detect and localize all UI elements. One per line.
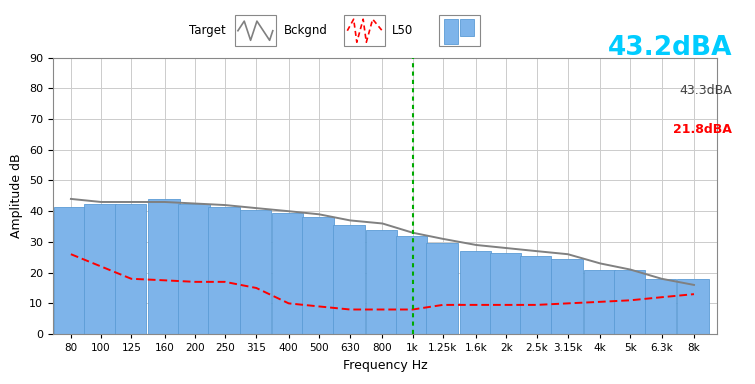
Bar <box>614 270 646 334</box>
Bar <box>460 251 491 334</box>
Bar <box>444 19 458 44</box>
Bar <box>551 259 583 334</box>
Bar <box>366 230 397 334</box>
Bar <box>115 204 146 334</box>
Bar <box>272 213 304 334</box>
Text: 21.8dBA: 21.8dBA <box>673 123 732 136</box>
Bar <box>520 256 551 334</box>
FancyBboxPatch shape <box>235 15 276 46</box>
Text: Target: Target <box>189 24 226 37</box>
Bar <box>85 204 116 334</box>
FancyBboxPatch shape <box>344 15 385 46</box>
Bar <box>239 210 271 334</box>
FancyBboxPatch shape <box>439 15 480 46</box>
Bar <box>334 225 365 334</box>
Bar <box>148 199 180 334</box>
Bar <box>490 253 521 334</box>
X-axis label: Frequency Hz: Frequency Hz <box>343 359 427 372</box>
Bar <box>396 236 427 334</box>
Bar <box>426 243 458 334</box>
Text: 43.3dBA: 43.3dBA <box>680 84 732 98</box>
Text: L50: L50 <box>392 24 413 37</box>
Bar <box>208 207 240 334</box>
Y-axis label: Amplitude dB: Amplitude dB <box>11 154 23 238</box>
Bar <box>584 270 615 334</box>
Bar <box>645 279 676 334</box>
Bar <box>302 217 334 334</box>
Bar <box>460 19 474 36</box>
Text: Bckgnd: Bckgnd <box>284 24 328 37</box>
Bar <box>178 204 210 334</box>
Bar <box>54 207 86 334</box>
Text: 43.2dBA: 43.2dBA <box>608 35 732 61</box>
Bar <box>677 279 709 334</box>
